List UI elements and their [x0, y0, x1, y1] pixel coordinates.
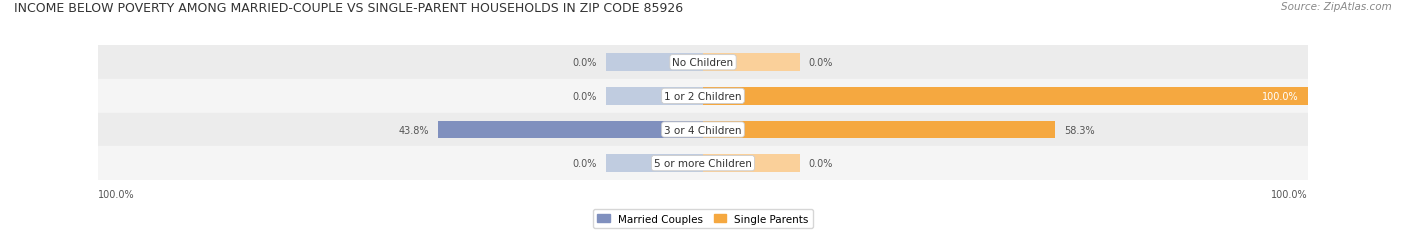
Text: 0.0%: 0.0%	[572, 91, 598, 101]
Bar	[703, 121, 1056, 139]
Bar	[606, 155, 703, 172]
Bar	[703, 121, 1056, 139]
Bar	[606, 88, 703, 105]
Bar	[98, 80, 1308, 113]
Legend: Married Couples, Single Parents: Married Couples, Single Parents	[593, 210, 813, 228]
Text: Source: ZipAtlas.com: Source: ZipAtlas.com	[1281, 2, 1392, 12]
Bar	[703, 88, 1308, 105]
Text: INCOME BELOW POVERTY AMONG MARRIED-COUPLE VS SINGLE-PARENT HOUSEHOLDS IN ZIP COD: INCOME BELOW POVERTY AMONG MARRIED-COUPL…	[14, 2, 683, 15]
Bar	[703, 88, 1308, 105]
Bar	[439, 121, 703, 139]
Text: 58.3%: 58.3%	[1064, 125, 1095, 135]
Bar	[606, 54, 703, 72]
Text: 100.0%: 100.0%	[1271, 189, 1308, 199]
Text: 3 or 4 Children: 3 or 4 Children	[664, 125, 742, 135]
Text: 43.8%: 43.8%	[399, 125, 429, 135]
Bar	[98, 147, 1308, 180]
Text: 100.0%: 100.0%	[1263, 91, 1299, 101]
Text: 5 or more Children: 5 or more Children	[654, 158, 752, 168]
Text: 0.0%: 0.0%	[808, 158, 834, 168]
Text: 100.0%: 100.0%	[98, 189, 135, 199]
Bar	[98, 113, 1308, 147]
Bar	[439, 121, 703, 139]
Bar	[98, 46, 1308, 80]
Text: 0.0%: 0.0%	[572, 58, 598, 68]
Bar	[703, 155, 800, 172]
Text: No Children: No Children	[672, 58, 734, 68]
Text: 0.0%: 0.0%	[808, 58, 834, 68]
Text: 1 or 2 Children: 1 or 2 Children	[664, 91, 742, 101]
Text: 0.0%: 0.0%	[572, 158, 598, 168]
Bar	[703, 54, 800, 72]
